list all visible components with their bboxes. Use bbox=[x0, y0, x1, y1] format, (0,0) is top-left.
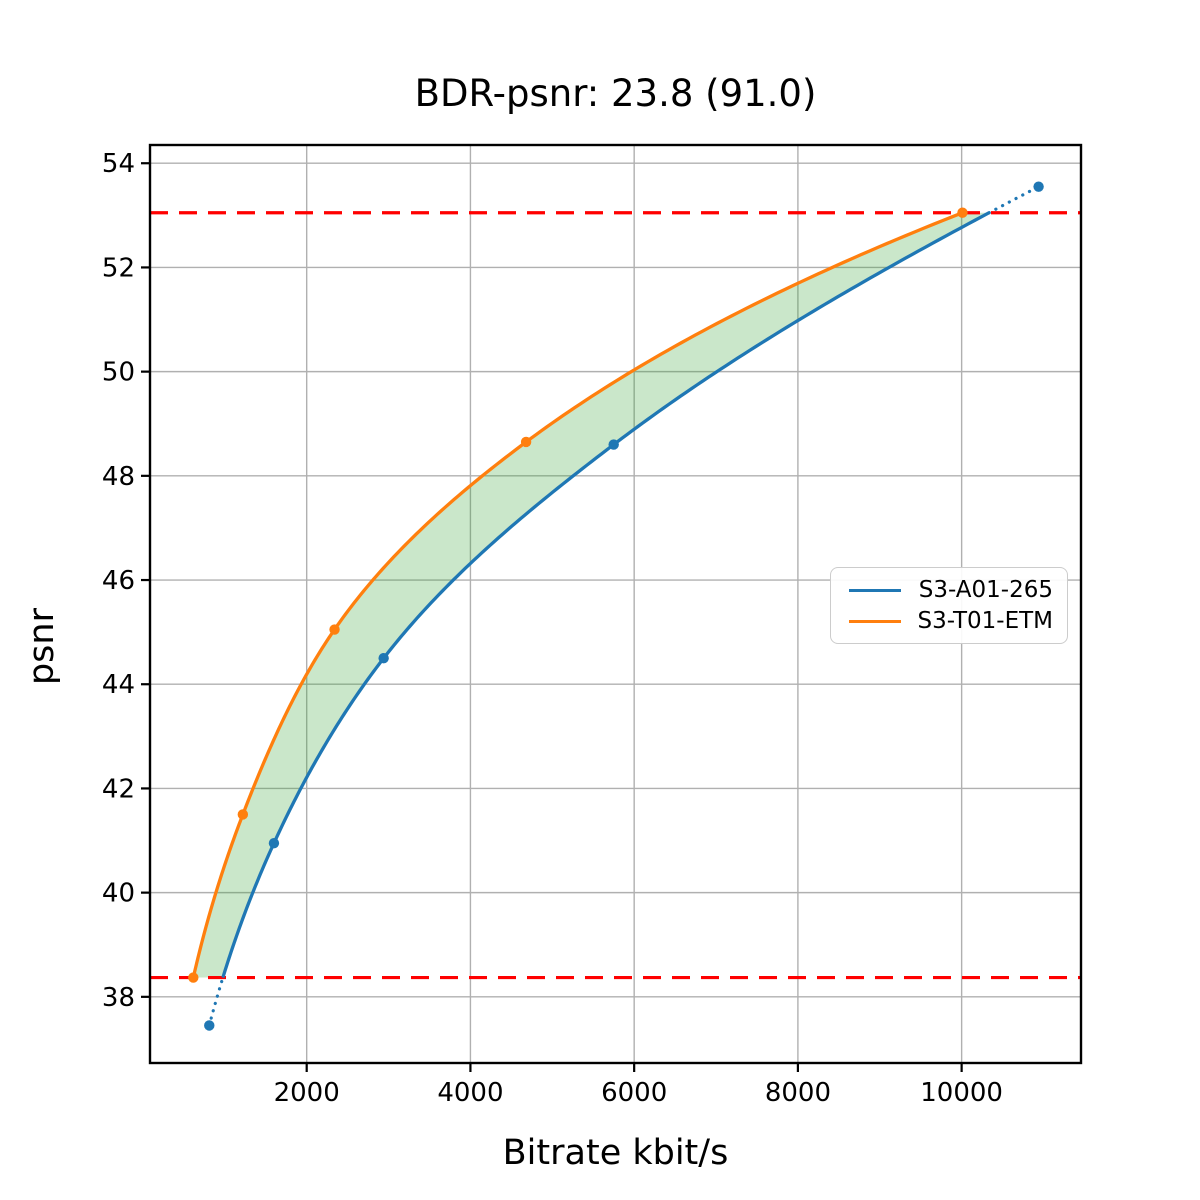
y-tick-label: 46 bbox=[102, 566, 135, 596]
legend-item: S3-A01-265 bbox=[849, 577, 1053, 603]
blue-data-point bbox=[608, 439, 619, 450]
series-orange-curve bbox=[191, 211, 964, 978]
blue-data-point bbox=[1033, 181, 1044, 192]
plot-frame bbox=[148, 143, 1083, 1065]
blue-data-point bbox=[268, 837, 280, 849]
orange-data-point bbox=[520, 436, 532, 448]
x-tick-label: 2000 bbox=[274, 1078, 340, 1108]
x-tick-label: 8000 bbox=[765, 1078, 831, 1108]
y-tick-label: 42 bbox=[102, 774, 135, 804]
legend: S3-A01-265 S3-T01-ETM bbox=[830, 567, 1068, 644]
y-tick-label: 50 bbox=[102, 358, 135, 388]
y-tick-label: 52 bbox=[102, 253, 135, 283]
x-tick-label: 4000 bbox=[437, 1078, 503, 1108]
y-axis-label-text: psnr bbox=[22, 608, 62, 686]
legend-item: S3-T01-ETM bbox=[849, 608, 1053, 634]
y-tick-label: 48 bbox=[102, 462, 135, 492]
blue-data-point bbox=[204, 1020, 215, 1031]
series-blue-dotted-low bbox=[207, 975, 225, 1028]
legend-label: S3-A01-265 bbox=[918, 577, 1053, 603]
x-tick-label: 10000 bbox=[920, 1078, 1003, 1108]
orange-data-point bbox=[237, 809, 249, 820]
orange-data-point bbox=[957, 207, 968, 218]
legend-label: S3-T01-ETM bbox=[917, 608, 1053, 634]
series-blue-curve bbox=[221, 211, 990, 979]
legend-line-swatch-blue bbox=[849, 588, 901, 592]
x-axis-label: Bitrate kbit/s bbox=[502, 1133, 729, 1173]
blue-data-point bbox=[378, 652, 389, 664]
legend-line-swatch-orange bbox=[849, 619, 901, 623]
orange-data-point bbox=[188, 972, 199, 983]
y-tick-label: 38 bbox=[102, 983, 135, 1013]
x-tick-label: 6000 bbox=[601, 1078, 667, 1108]
y-tick-label: 54 bbox=[102, 149, 135, 179]
chart-title: BDR-psnr: 23.8 (91.0) bbox=[414, 72, 817, 115]
y-tick-label: 44 bbox=[102, 670, 135, 700]
orange-data-point bbox=[329, 624, 340, 635]
series-blue-dotted-high bbox=[987, 185, 1041, 215]
y-tick-label: 40 bbox=[102, 879, 135, 909]
